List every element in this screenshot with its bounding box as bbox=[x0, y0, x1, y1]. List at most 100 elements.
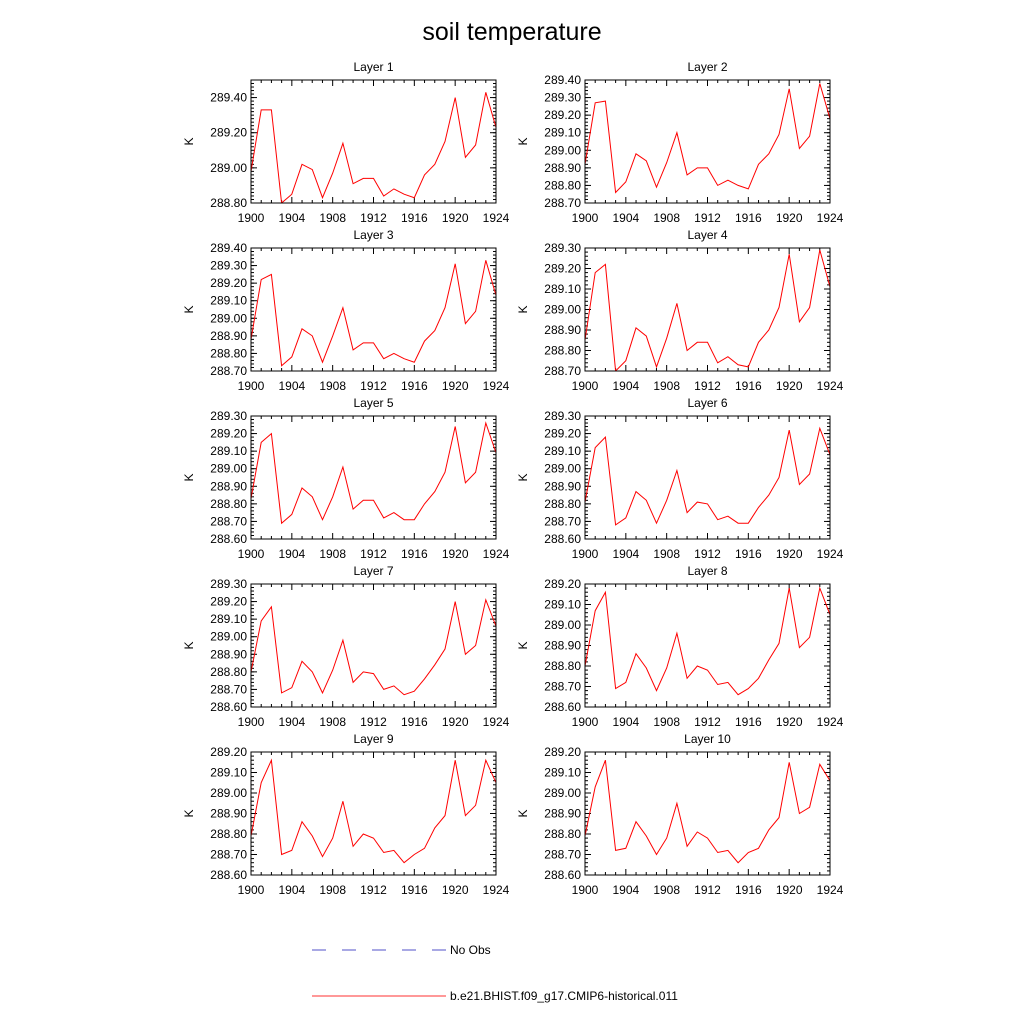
y-tick-label: 288.60 bbox=[210, 700, 247, 714]
y-axis-label: K bbox=[182, 137, 196, 145]
panel-title: Layer 8 bbox=[687, 564, 727, 578]
x-tick-label: 1916 bbox=[735, 379, 762, 393]
x-tick-label: 1920 bbox=[776, 547, 803, 561]
plot-frame bbox=[584, 415, 831, 540]
y-tick-label: 288.80 bbox=[210, 827, 247, 841]
x-tick-label: 1912 bbox=[360, 547, 387, 561]
series-line bbox=[585, 426, 830, 526]
plot-frame bbox=[584, 583, 831, 708]
y-axis-label: K bbox=[182, 641, 196, 649]
y-tick-label: 289.10 bbox=[544, 282, 581, 296]
x-tick-label: 1900 bbox=[572, 883, 599, 897]
y-tick-label: 288.70 bbox=[210, 682, 247, 696]
plot-frame bbox=[584, 79, 831, 204]
y-tick-label: 288.70 bbox=[544, 680, 581, 694]
y-tick-label: 289.30 bbox=[544, 241, 581, 255]
y-axis-label: K bbox=[182, 809, 196, 817]
x-tick-label: 1920 bbox=[442, 211, 469, 225]
series-line bbox=[585, 249, 830, 371]
y-tick-label: 288.90 bbox=[544, 323, 581, 337]
x-tick-label: 1924 bbox=[817, 883, 844, 897]
panel-layer-4: Layer 4 K 1900 1904 1908 1912 1916 1920 1924 288.… bbox=[516, 228, 844, 393]
y-tick-label: 288.80 bbox=[544, 344, 581, 358]
y-tick-label: 289.10 bbox=[210, 444, 247, 458]
y-tick-label: 288.80 bbox=[544, 497, 581, 511]
y-tick-label: 289.00 bbox=[544, 143, 581, 157]
y-tick-label: 288.90 bbox=[210, 329, 247, 343]
y-tick-label: 288.70 bbox=[210, 514, 247, 528]
x-tick-label: 1908 bbox=[653, 883, 680, 897]
y-tick-label: 288.80 bbox=[210, 346, 247, 360]
x-tick-label: 1912 bbox=[694, 883, 721, 897]
x-tick-label: 1912 bbox=[694, 211, 721, 225]
y-tick-label: 288.90 bbox=[544, 807, 581, 821]
panel-title: Layer 10 bbox=[684, 732, 731, 746]
x-tick-label: 1904 bbox=[612, 715, 639, 729]
y-tick-label: 288.90 bbox=[544, 479, 581, 493]
x-tick-label: 1904 bbox=[612, 883, 639, 897]
y-tick-label: 289.10 bbox=[544, 598, 581, 612]
y-tick-label: 288.80 bbox=[544, 827, 581, 841]
y-tick-label: 288.90 bbox=[210, 479, 247, 493]
x-tick-label: 1904 bbox=[278, 715, 305, 729]
x-tick-label: 1924 bbox=[483, 211, 510, 225]
y-tick-label: 288.80 bbox=[210, 497, 247, 511]
y-tick-label: 288.60 bbox=[210, 532, 247, 546]
y-tick-label: 289.00 bbox=[210, 311, 247, 325]
x-tick-label: 1924 bbox=[483, 379, 510, 393]
y-tick-label: 289.20 bbox=[210, 276, 247, 290]
x-tick-label: 1920 bbox=[442, 379, 469, 393]
panel-layer-3: Layer 3 K 1900 1904 1908 1912 1916 1920 1924 288.… bbox=[182, 228, 510, 393]
plot-frame bbox=[584, 247, 831, 372]
y-tick-label: 289.10 bbox=[210, 294, 247, 308]
panel-title: Layer 3 bbox=[353, 228, 393, 242]
figure-title: soil temperature bbox=[422, 18, 601, 46]
plot-frame bbox=[250, 247, 497, 372]
x-tick-label: 1908 bbox=[653, 211, 680, 225]
panel-layer-8: Layer 8 K 1900 1904 1908 1912 1916 1920 1924 288.… bbox=[516, 564, 844, 729]
y-axis-label: K bbox=[516, 809, 530, 817]
series-line bbox=[585, 83, 830, 194]
plot-frame bbox=[584, 751, 831, 876]
y-tick-label: 289.10 bbox=[544, 766, 581, 780]
panel-layer-10: Layer 10 K 1900 1904 1908 1912 1916 1920 1924 288… bbox=[516, 732, 844, 897]
panels: Layer 1 K 1900 1904 1908 1912 1916 1920 1924 288.… bbox=[182, 60, 844, 897]
series-line bbox=[251, 758, 496, 864]
panel-title: Layer 1 bbox=[353, 60, 393, 74]
x-tick-label: 1900 bbox=[572, 547, 599, 561]
x-tick-label: 1900 bbox=[572, 211, 599, 225]
y-tick-label: 289.00 bbox=[544, 618, 581, 632]
y-tick-label: 289.30 bbox=[544, 91, 581, 105]
x-tick-label: 1900 bbox=[238, 715, 265, 729]
y-tick-label: 289.30 bbox=[210, 259, 247, 273]
x-tick-label: 1912 bbox=[694, 715, 721, 729]
x-tick-label: 1924 bbox=[817, 715, 844, 729]
x-tick-label: 1916 bbox=[401, 379, 428, 393]
x-tick-label: 1920 bbox=[776, 883, 803, 897]
y-tick-label: 289.40 bbox=[544, 73, 581, 87]
y-tick-label: 288.60 bbox=[544, 868, 581, 882]
x-tick-label: 1908 bbox=[653, 547, 680, 561]
plot-frame bbox=[250, 79, 497, 204]
y-tick-label: 288.60 bbox=[544, 532, 581, 546]
x-tick-label: 1908 bbox=[653, 715, 680, 729]
y-tick-label: 289.20 bbox=[544, 745, 581, 759]
panel-layer-9: Layer 9 K 1900 1904 1908 1912 1916 1920 1924 288.… bbox=[182, 732, 510, 897]
y-tick-label: 289.10 bbox=[210, 766, 247, 780]
plot-frame bbox=[250, 583, 497, 708]
y-tick-label: 288.70 bbox=[544, 364, 581, 378]
y-tick-label: 288.90 bbox=[210, 807, 247, 821]
panel-title: Layer 6 bbox=[687, 396, 727, 410]
series-line bbox=[585, 760, 830, 864]
y-axis-label: K bbox=[182, 305, 196, 313]
y-tick-label: 288.70 bbox=[544, 196, 581, 210]
x-tick-label: 1900 bbox=[238, 547, 265, 561]
x-tick-label: 1904 bbox=[612, 379, 639, 393]
y-tick-label: 288.90 bbox=[544, 161, 581, 175]
x-tick-label: 1904 bbox=[612, 547, 639, 561]
x-tick-label: 1904 bbox=[278, 547, 305, 561]
x-tick-label: 1908 bbox=[319, 547, 346, 561]
x-tick-label: 1908 bbox=[319, 715, 346, 729]
y-tick-label: 288.90 bbox=[210, 647, 247, 661]
x-tick-label: 1916 bbox=[401, 883, 428, 897]
